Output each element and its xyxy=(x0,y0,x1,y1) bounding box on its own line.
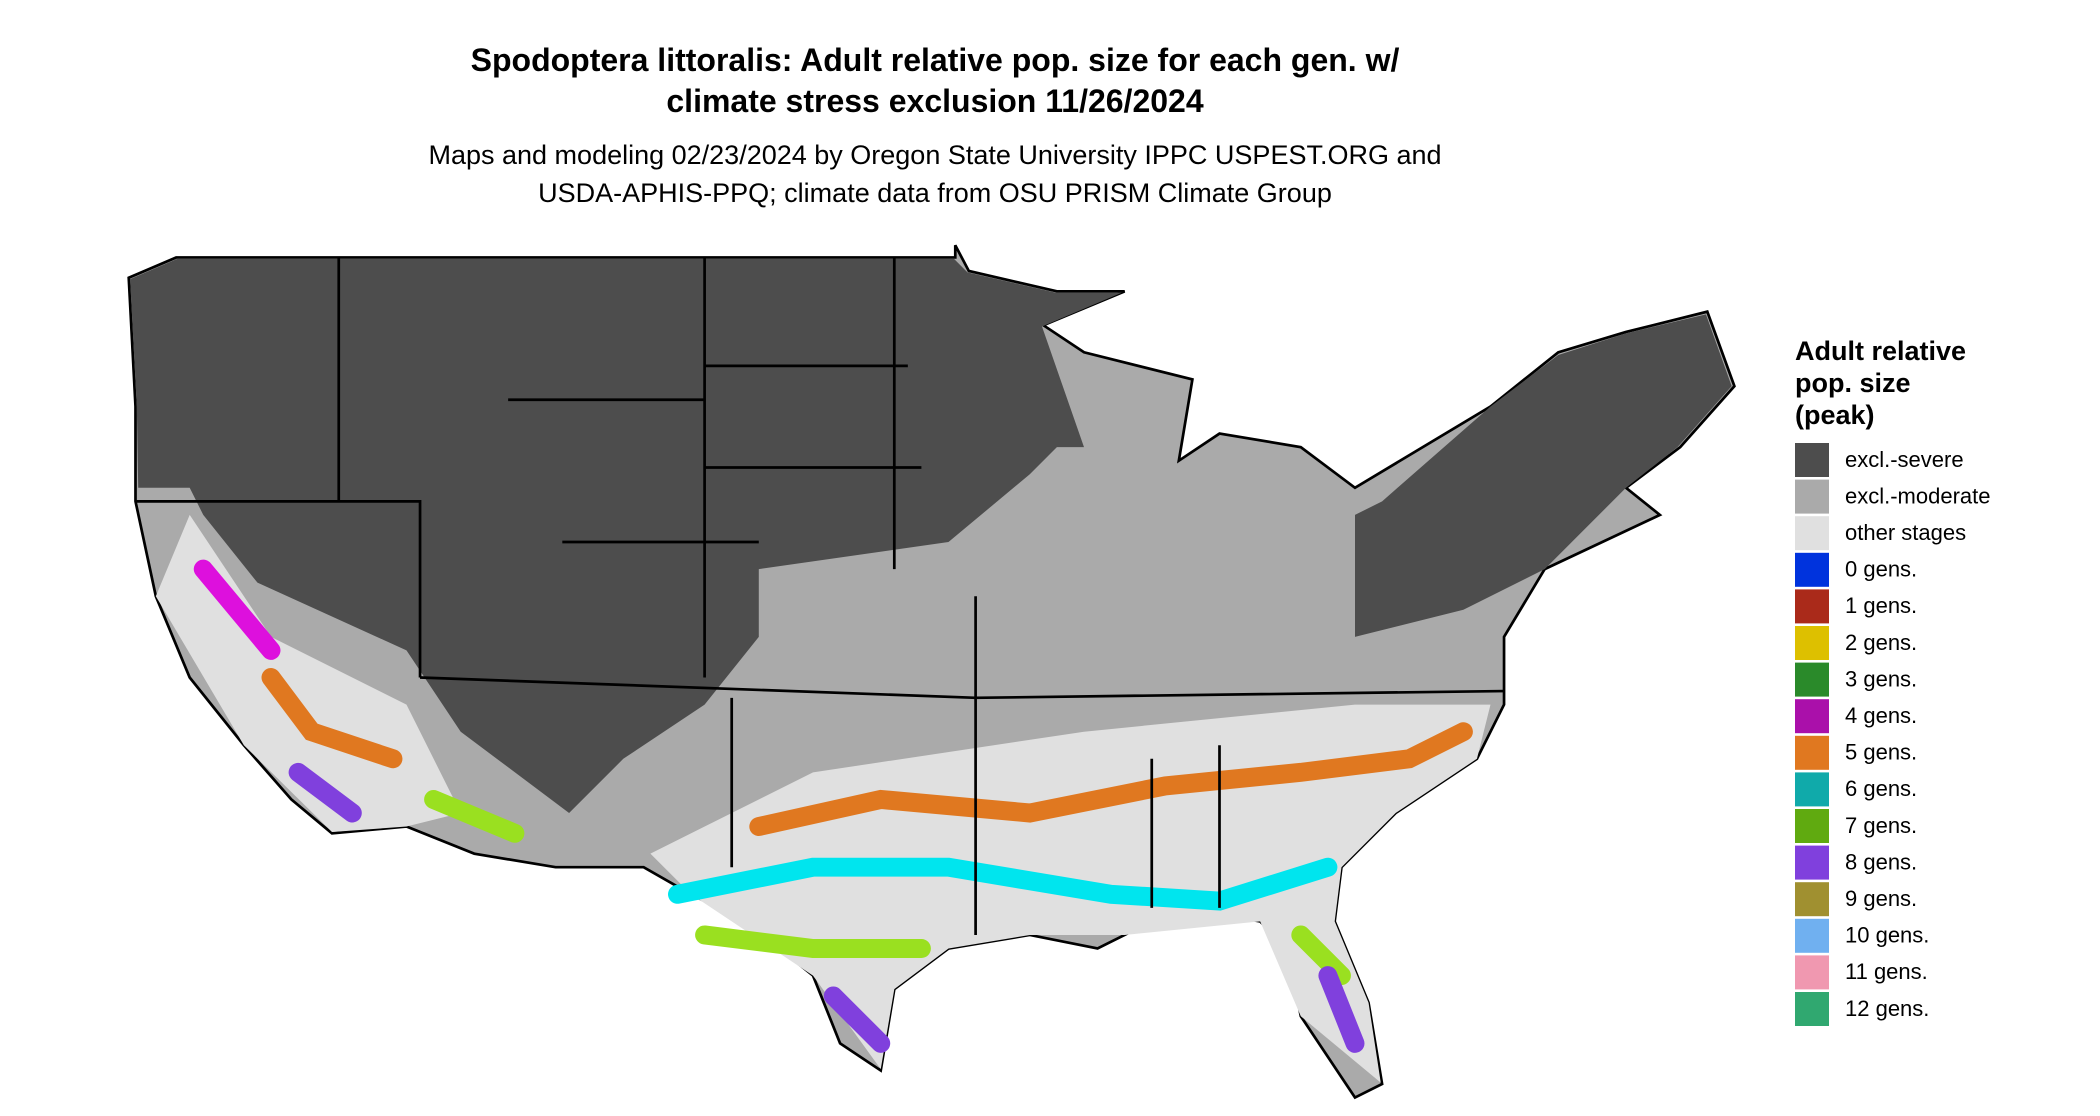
legend-label: 8 gens. xyxy=(1845,849,1917,874)
legend-swatch xyxy=(1795,772,1829,807)
legend-swatch xyxy=(1795,699,1829,734)
legend-label: excl.-moderate xyxy=(1845,483,1991,508)
legend-swatch xyxy=(1795,955,1829,990)
legend-label: 5 gens. xyxy=(1845,740,1917,765)
band-8 xyxy=(823,986,891,1053)
legend-swatch xyxy=(1795,626,1829,660)
band-4 xyxy=(193,559,281,660)
legend-label: 7 gens. xyxy=(1845,813,1917,838)
legend-title: pop. size xyxy=(1795,368,1911,398)
legend-label: 2 gens. xyxy=(1845,630,1917,655)
legend-swatch xyxy=(1795,882,1829,917)
legend-swatch xyxy=(1795,662,1829,697)
legend-swatch xyxy=(1795,443,1829,477)
legend-title: (peak) xyxy=(1795,400,1875,430)
subtitle: USDA-APHIS-PPQ; climate data from OSU PR… xyxy=(538,178,1332,208)
us-map xyxy=(127,244,1736,1100)
subtitle: Maps and modeling 02/23/2024 by Oregon S… xyxy=(428,140,1441,170)
legend-swatch xyxy=(1795,918,1829,953)
state-borders xyxy=(135,257,1505,935)
map-severe xyxy=(130,258,1122,813)
legend-label: excl.-severe xyxy=(1845,447,1964,472)
legend-label: 0 gens. xyxy=(1845,557,1917,582)
band-6 xyxy=(668,857,1338,911)
generation-bands xyxy=(193,559,1473,1053)
map-severe xyxy=(1355,314,1732,637)
band-7 xyxy=(695,925,931,958)
band-5 xyxy=(261,668,403,769)
band-5 xyxy=(749,722,1473,837)
legend-title: Adult relative xyxy=(1795,336,1966,366)
legend-swatch xyxy=(1795,479,1829,514)
legend-swatch xyxy=(1795,809,1829,843)
legend-label: 1 gens. xyxy=(1845,593,1917,618)
legend-label: 10 gens. xyxy=(1845,923,1929,948)
band-8 xyxy=(288,762,362,823)
legend-swatch xyxy=(1795,735,1829,770)
band-8 xyxy=(1318,966,1365,1053)
legend-label: 4 gens. xyxy=(1845,703,1917,728)
legend-label: 3 gens. xyxy=(1845,666,1917,691)
legend-swatch xyxy=(1795,552,1829,587)
legend-label: 6 gens. xyxy=(1845,776,1917,801)
legend-swatch xyxy=(1795,992,1829,1026)
title: climate stress exclusion 11/26/2024 xyxy=(666,83,1203,119)
legend-label: 12 gens. xyxy=(1845,996,1929,1021)
band-7 xyxy=(424,789,525,843)
band-7 xyxy=(1291,925,1351,986)
legend-swatch xyxy=(1795,845,1829,880)
legend-label: 9 gens. xyxy=(1845,886,1917,911)
legend-label: other stages xyxy=(1845,520,1966,545)
title: Spodoptera littoralis: Adult relative po… xyxy=(471,42,1400,78)
legend-label: 11 gens. xyxy=(1845,959,1928,984)
legend-swatch xyxy=(1795,516,1829,551)
legend-swatch xyxy=(1795,589,1829,624)
